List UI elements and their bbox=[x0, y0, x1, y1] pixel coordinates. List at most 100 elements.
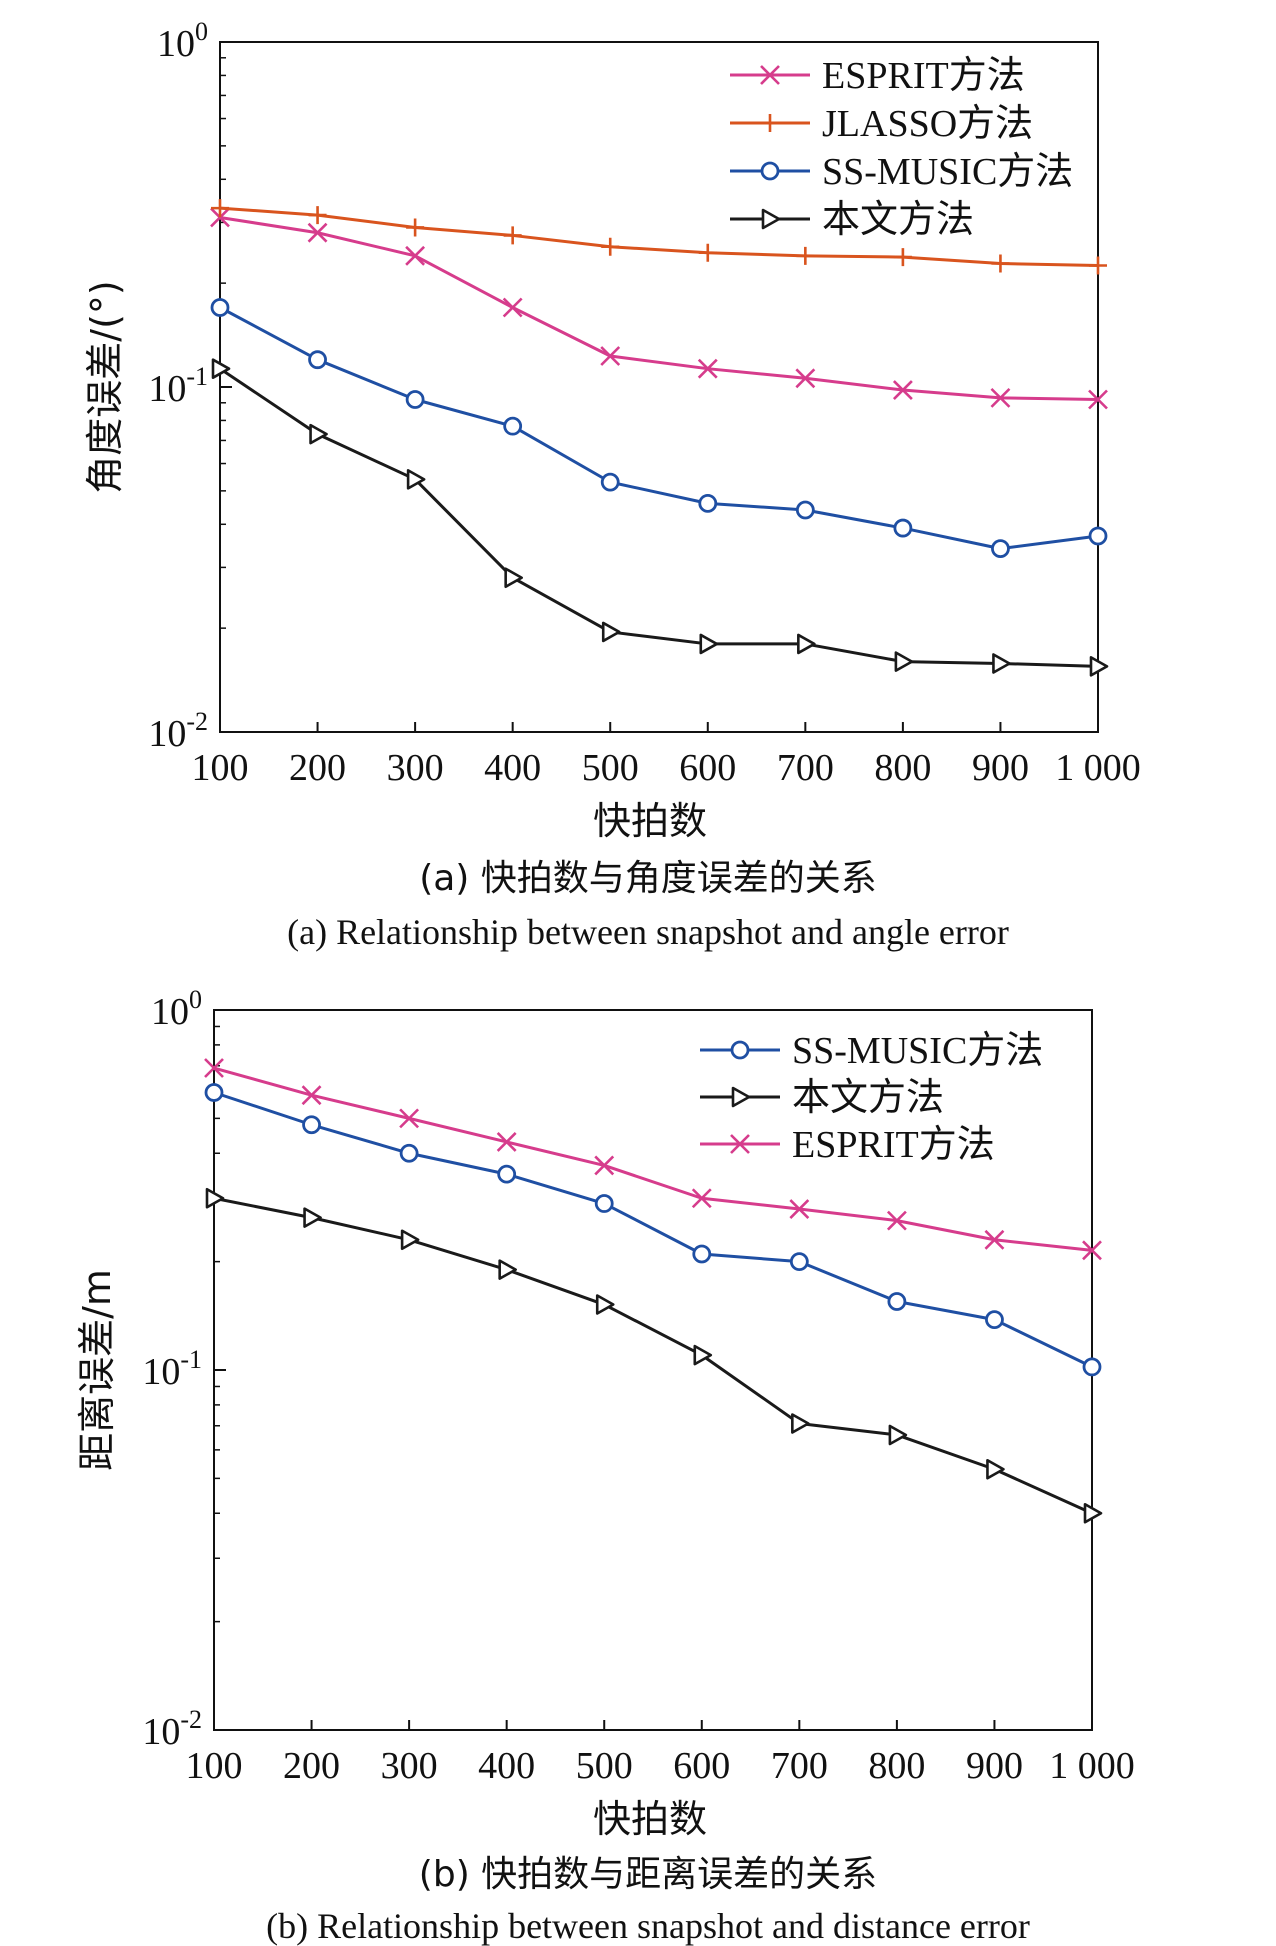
data-point bbox=[797, 633, 816, 655]
legend-marker bbox=[760, 161, 780, 181]
data-point bbox=[302, 1115, 321, 1135]
data-point bbox=[894, 651, 914, 672]
data-point bbox=[309, 423, 328, 445]
legend-marker bbox=[761, 114, 779, 132]
data-point bbox=[697, 358, 718, 379]
legend-label: SS-MUSIC方法 bbox=[792, 1030, 1043, 1072]
data-point bbox=[210, 207, 230, 228]
data-point bbox=[406, 469, 426, 490]
legend-marker bbox=[731, 1086, 751, 1108]
y-axis-label: 角度误差/(°) bbox=[83, 280, 127, 493]
data-point bbox=[692, 1244, 712, 1264]
data-point bbox=[791, 1413, 810, 1434]
y-tick-exponent: -1 bbox=[180, 1345, 202, 1374]
data-point bbox=[210, 298, 230, 317]
data-point bbox=[205, 1187, 225, 1209]
x-tick-label: 100 bbox=[192, 747, 249, 789]
data-point bbox=[1088, 526, 1108, 546]
x-tick-label: 300 bbox=[387, 747, 444, 789]
data-point bbox=[600, 472, 620, 492]
x-tick-label: 400 bbox=[478, 1745, 535, 1787]
data-point bbox=[991, 254, 1010, 273]
legend-label: 本文方法 bbox=[792, 1077, 944, 1119]
y-tick-label: 10-1 bbox=[148, 362, 208, 410]
data-point bbox=[1089, 256, 1107, 275]
x-tick-label: 800 bbox=[868, 1745, 925, 1787]
legend-label: ESPRIT方法 bbox=[822, 55, 1025, 97]
data-point bbox=[893, 248, 912, 267]
legend-marker bbox=[730, 1134, 750, 1154]
y-tick-exponent: -2 bbox=[186, 707, 208, 736]
chart-panel-a: 100 200 300 400 500 600 700 800 900 1 000 100 10-1… bbox=[83, 17, 1141, 952]
data-point bbox=[498, 1259, 517, 1280]
data-point bbox=[307, 222, 328, 243]
data-point bbox=[698, 243, 717, 262]
data-point bbox=[594, 1155, 615, 1176]
series-line bbox=[219, 206, 1099, 267]
data-point bbox=[985, 1310, 1004, 1330]
data-point bbox=[1082, 1240, 1102, 1261]
data-point bbox=[796, 246, 815, 265]
data-point bbox=[1082, 1357, 1102, 1377]
y-tick-label: 100 bbox=[157, 17, 208, 65]
caption-cn: (b) 快拍数与距离误差的关系 bbox=[419, 1854, 877, 1895]
x-tick-label: 200 bbox=[289, 747, 346, 789]
x-tick-label: 500 bbox=[582, 747, 639, 789]
series-line bbox=[213, 1091, 1093, 1369]
series-group bbox=[210, 199, 1109, 677]
data-point bbox=[308, 206, 327, 225]
data-point bbox=[601, 621, 621, 643]
data-point bbox=[990, 387, 1011, 408]
legend-label: JLASSO方法 bbox=[822, 103, 1033, 145]
x-tick-label: 200 bbox=[283, 1745, 340, 1787]
data-point bbox=[308, 350, 327, 370]
x-tick-label: 1 000 bbox=[1049, 1745, 1135, 1787]
data-point bbox=[693, 1344, 713, 1366]
data-point bbox=[595, 1294, 615, 1315]
data-point bbox=[399, 1108, 420, 1129]
data-point bbox=[399, 1143, 419, 1163]
x-tick-label: 400 bbox=[484, 747, 541, 789]
y-axis-label: 距离误差/m bbox=[75, 1269, 119, 1471]
x-tick-label: 1 000 bbox=[1055, 747, 1141, 789]
y-tick-label: 10-2 bbox=[148, 707, 208, 755]
x-tick-label: 900 bbox=[972, 747, 1029, 789]
data-point bbox=[400, 1229, 420, 1251]
x-tick-label: 500 bbox=[576, 1745, 633, 1787]
x-axis-ticks: 100 200 300 400 500 600 700 800 900 1 000 bbox=[192, 722, 1141, 789]
data-point bbox=[888, 1424, 908, 1446]
caption-en: (b) Relationship between snapshot and di… bbox=[266, 1906, 1030, 1946]
data-point bbox=[795, 368, 816, 389]
data-point bbox=[301, 1085, 322, 1106]
plot-area-frame bbox=[219, 41, 1099, 733]
data-point bbox=[405, 245, 426, 266]
x-tick-label: 100 bbox=[186, 1745, 243, 1787]
legend-label: ESPRIT方法 bbox=[792, 1124, 995, 1166]
y-tick-exponent: 0 bbox=[189, 985, 202, 1014]
series-line bbox=[213, 1196, 1093, 1515]
data-point bbox=[204, 1058, 224, 1078]
data-point bbox=[887, 1292, 907, 1311]
data-point bbox=[892, 380, 913, 400]
series-line bbox=[213, 1066, 1093, 1252]
data-point bbox=[496, 1132, 517, 1152]
data-point bbox=[204, 1083, 224, 1102]
data-point bbox=[211, 358, 231, 379]
data-point bbox=[406, 218, 425, 237]
data-point bbox=[1083, 1502, 1103, 1524]
data-point bbox=[984, 1229, 1005, 1250]
plot-area-frame bbox=[213, 1009, 1093, 1731]
x-axis-ticks: 100 200 300 400 500 600 700 800 900 1 000 bbox=[186, 1720, 1135, 1787]
data-point bbox=[795, 500, 815, 520]
data-point bbox=[497, 1164, 517, 1184]
data-point bbox=[893, 518, 913, 538]
legend-marker bbox=[760, 65, 780, 85]
y-tick-exponent: -2 bbox=[180, 1705, 202, 1734]
legend-label: 本文方法 bbox=[822, 199, 974, 241]
x-tick-label: 600 bbox=[673, 1745, 730, 1787]
x-tick-label: 900 bbox=[966, 1745, 1023, 1787]
data-point bbox=[992, 653, 1011, 674]
